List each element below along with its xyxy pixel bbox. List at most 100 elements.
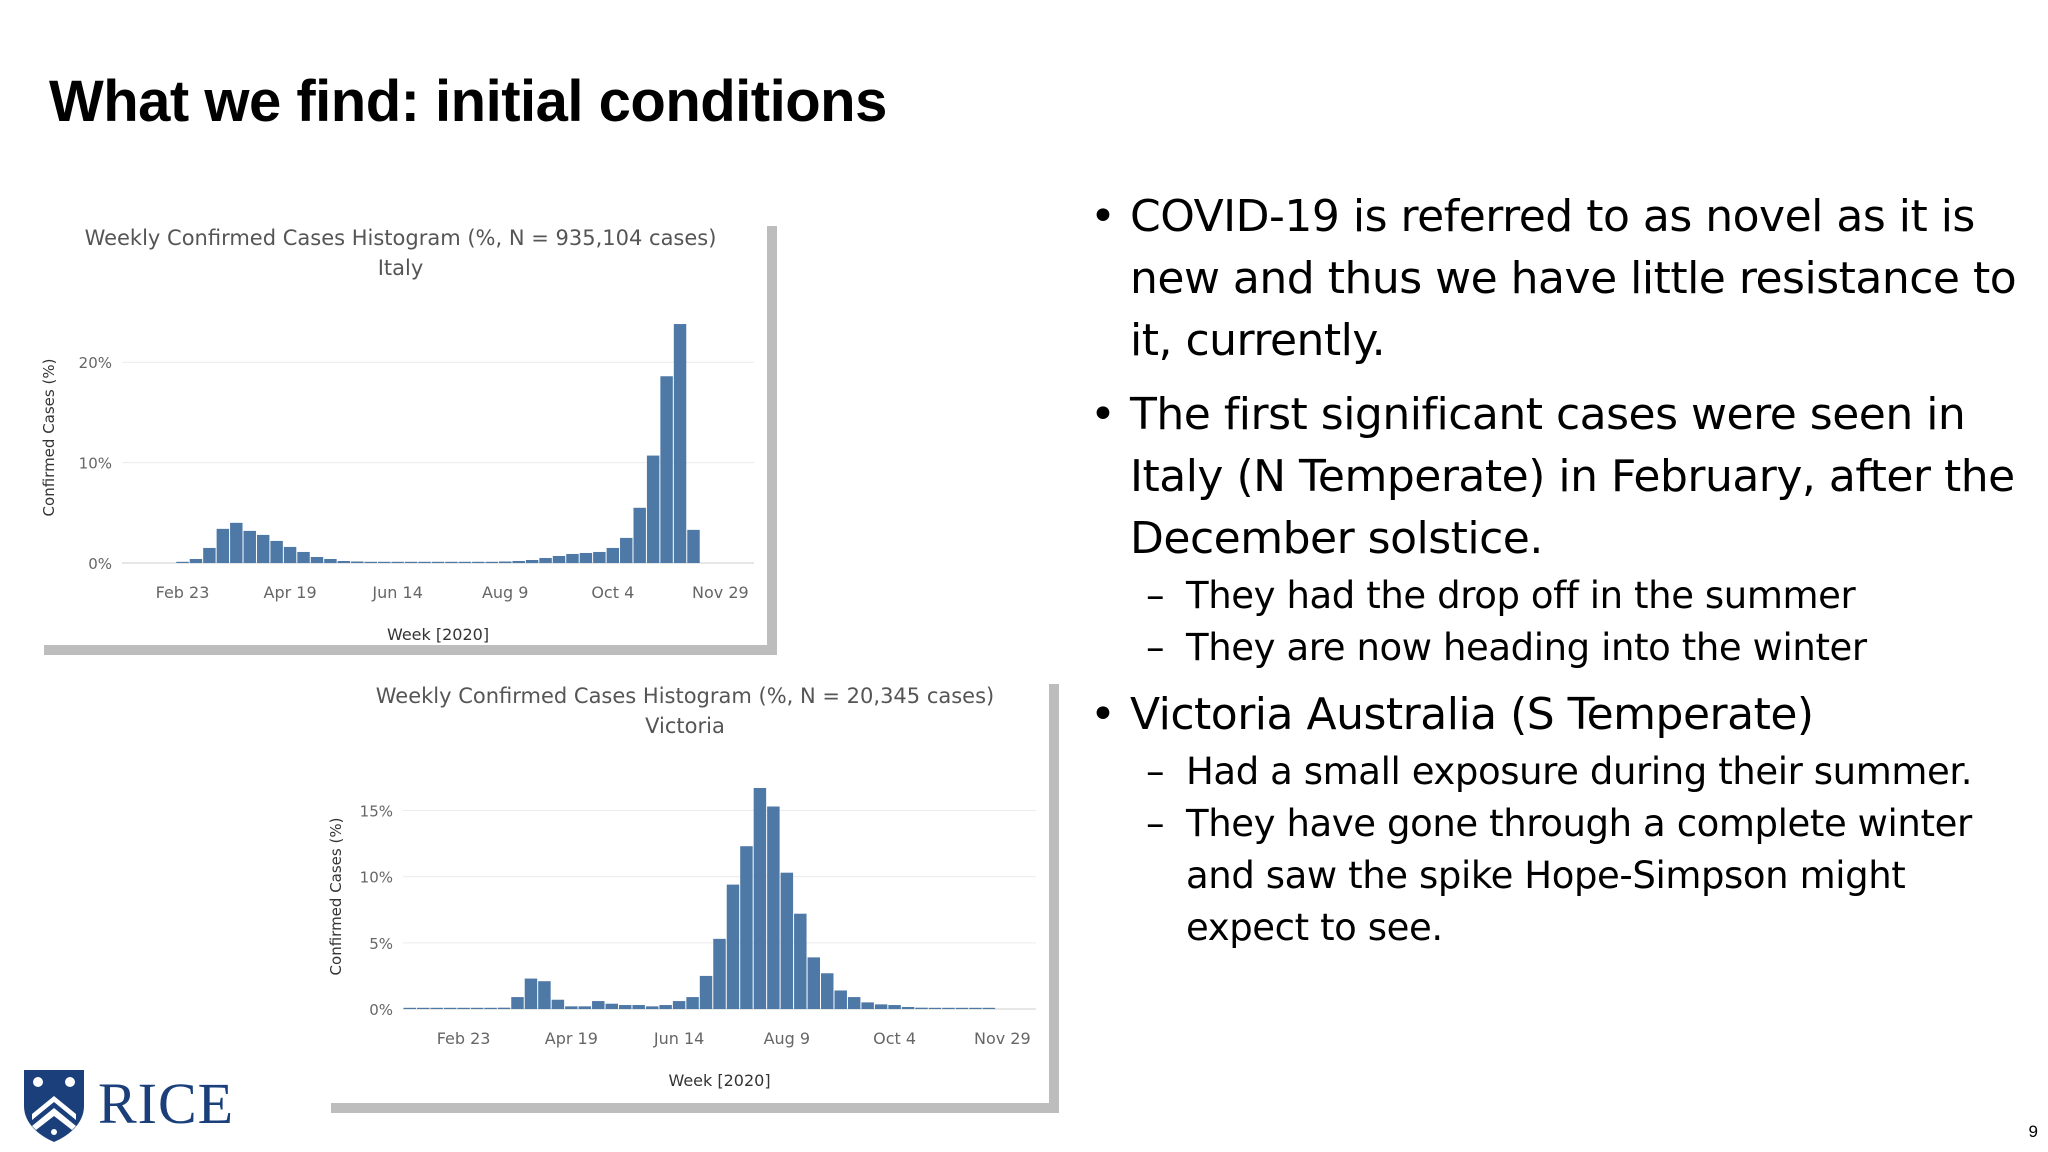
rice-shield-logo-icon [24,1070,84,1142]
bar [310,556,324,563]
bar [418,561,431,563]
bar [216,528,230,563]
bullet-text: The first significant cases were seen in… [1130,389,2015,564]
y-axis-label: Confirmed Cases (%) [327,818,345,976]
bar [189,558,203,563]
bar [552,555,566,563]
page-number: 9 [2028,1122,2038,1141]
bar [445,561,458,563]
victoria-chart: Weekly Confirmed Cases Histogram (%, N =… [327,684,1036,1090]
bar [511,997,524,1009]
x-tick-label: Aug 9 [764,1029,811,1048]
bar [283,546,297,563]
bar [497,1007,511,1009]
bar [458,561,472,563]
sub-bullet-text: Had a small exposure during their summer… [1186,750,1973,793]
bullet-item: • COVID-19 is referred to as novel as it … [1090,186,2020,372]
sub-bullet-item: – They are now heading into the winter [1090,622,2020,674]
bar [821,973,834,1009]
bar [673,324,687,563]
bar [230,522,243,563]
bar [457,1007,470,1009]
bar [485,561,499,563]
bar [538,981,551,1009]
y-axis-label: Confirmed Cases (%) [40,359,58,517]
logo-text: RICE [98,1071,235,1136]
bar [472,561,485,563]
chart-title: Weekly Confirmed Cases Histogram (%, N =… [85,226,717,250]
x-tick-label: Apr 19 [264,583,317,602]
italy-chart-card: Weekly Confirmed Cases Histogram (%, N =… [34,216,767,645]
slide-title: What we find: initial conditions [49,69,887,134]
bar [176,561,189,563]
sub-bullet-item: – They have gone through a complete winte… [1090,798,2020,954]
bullet-text: Victoria Australia (S Temperate) [1130,689,1814,740]
bar [686,997,699,1009]
bar [377,561,391,563]
dash-icon: – [1146,802,1165,845]
bar [351,561,364,563]
x-tick-label: Oct 4 [873,1029,916,1048]
x-tick-label: Nov 29 [692,583,749,602]
bar [982,1007,996,1009]
sub-bullet-text: They have gone through a complete winter… [1186,802,1972,949]
bar [780,872,794,1009]
x-tick-label: Feb 23 [437,1029,491,1048]
victoria-chart-card: Weekly Confirmed Cases Histogram (%, N =… [321,674,1049,1103]
x-tick-label: Oct 4 [591,583,634,602]
bar [431,561,445,563]
bar [593,551,606,563]
bar [256,534,270,563]
bullet-dot-icon: • [1090,689,1116,740]
bar [660,376,673,563]
bar [605,1003,618,1009]
bar [297,551,310,563]
bar [403,1007,416,1009]
bar [672,1001,686,1009]
bar [606,547,620,563]
italy-chart: Weekly Confirmed Cases Histogram (%, N =… [40,226,754,644]
y-tick-label: 10% [79,455,112,473]
bullet-item: • Victoria Australia (S Temperate) [1090,684,2020,746]
bar [443,1007,457,1009]
bar [578,1006,592,1009]
bar [646,455,660,563]
x-tick-label: Apr 19 [545,1029,598,1048]
bar [620,537,633,563]
x-tick-label: Aug 9 [482,583,529,602]
x-axis-label: Week [2020] [387,625,489,644]
bar [524,978,538,1009]
bar [618,1005,632,1009]
bar [512,560,525,563]
y-tick-label: 5% [369,935,393,953]
bar [740,846,753,1009]
bar [969,1007,982,1009]
bar [942,1007,955,1009]
bar [203,547,216,563]
bar [807,957,821,1009]
bar [525,559,539,563]
bar [687,529,700,563]
bar [579,552,593,563]
x-tick-label: Jun 14 [653,1029,704,1048]
bar [592,1001,605,1009]
sub-bullet-item: – Had a small exposure during their summe… [1090,746,2020,798]
bar [928,1007,942,1009]
y-tick-label: 0% [88,555,112,573]
bar [484,1007,497,1009]
x-tick-label: Feb 23 [156,583,210,602]
bullet-dot-icon: • [1090,389,1116,440]
sub-bullet-text: They had the drop off in the summer [1186,574,1856,617]
bar [566,553,579,563]
bar [847,997,861,1009]
bar [726,884,740,1009]
sub-bullet-text: They are now heading into the winter [1186,626,1867,669]
bar [767,806,780,1009]
bar [430,1007,443,1009]
bar [915,1007,928,1009]
sub-bullet-item: – They had the drop off in the summer [1090,570,2020,622]
bar [753,787,767,1009]
bar [794,913,807,1009]
bar [699,975,713,1009]
bar [551,999,565,1009]
